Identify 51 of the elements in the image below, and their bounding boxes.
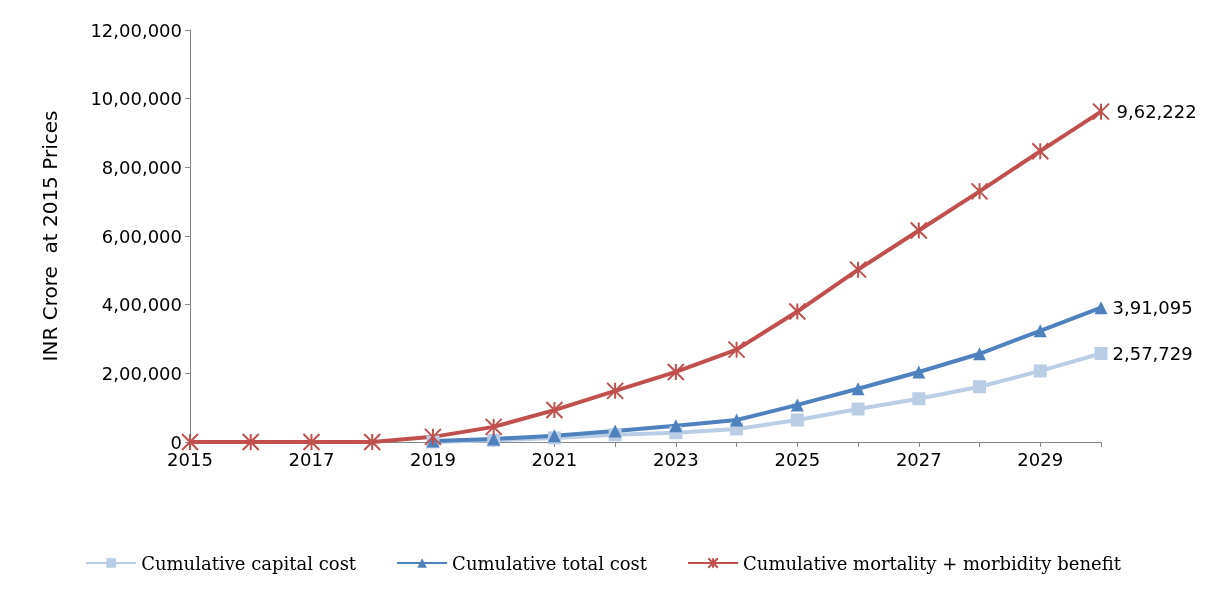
legend-label: Cumulative capital cost xyxy=(141,552,357,574)
point xyxy=(973,347,987,361)
y-tick-label: 6,00,000 xyxy=(101,225,182,247)
point xyxy=(423,427,442,446)
point xyxy=(545,401,564,420)
data-label: 9,62,222 xyxy=(1116,101,1197,123)
point xyxy=(851,402,865,416)
point xyxy=(181,433,199,451)
point xyxy=(666,362,685,381)
x-tick-label: 2023 xyxy=(652,448,699,470)
point xyxy=(730,413,744,427)
x-tick-label: 2017 xyxy=(288,448,335,470)
point xyxy=(1033,364,1047,378)
point xyxy=(608,424,622,438)
y-tick-label: 4,00,000 xyxy=(101,294,182,316)
point xyxy=(909,221,928,240)
point xyxy=(241,433,260,451)
point xyxy=(1033,324,1047,338)
x-tick-label: 2025 xyxy=(774,448,821,470)
point xyxy=(970,182,989,201)
point xyxy=(851,382,865,396)
point xyxy=(606,381,625,400)
point xyxy=(363,433,382,451)
x-tick-label: 2027 xyxy=(895,448,942,470)
y-tick-label: 10,00,000 xyxy=(90,88,182,110)
y-tick-label: 12,00,000 xyxy=(90,19,182,41)
point xyxy=(1094,347,1108,361)
y-tick-label: 8,00,000 xyxy=(101,156,182,178)
y-axis-title: INR Crore at 2015 Prices xyxy=(38,110,62,362)
data-label: 3,91,095 xyxy=(1112,297,1193,319)
x-tick-label: 2021 xyxy=(531,448,578,470)
legend-label: Cumulative mortality + morbidity benefit xyxy=(743,552,1122,574)
point xyxy=(1031,142,1050,161)
point xyxy=(849,260,868,279)
point xyxy=(669,419,683,433)
point xyxy=(790,398,804,412)
point xyxy=(973,380,987,394)
point xyxy=(912,365,926,379)
y-tick-label: 2,00,000 xyxy=(101,362,182,384)
legend-label: Cumulative total cost xyxy=(452,552,648,574)
x-tick-label: 2019 xyxy=(410,448,456,470)
point xyxy=(912,392,926,406)
point xyxy=(302,433,321,451)
data-label: 2,57,729 xyxy=(1112,343,1193,365)
point xyxy=(788,302,807,321)
x-tick-label: 2029 xyxy=(1017,448,1064,470)
point xyxy=(484,417,503,436)
point xyxy=(1094,301,1108,315)
point xyxy=(790,413,804,427)
point xyxy=(1092,102,1110,121)
point xyxy=(727,340,746,359)
